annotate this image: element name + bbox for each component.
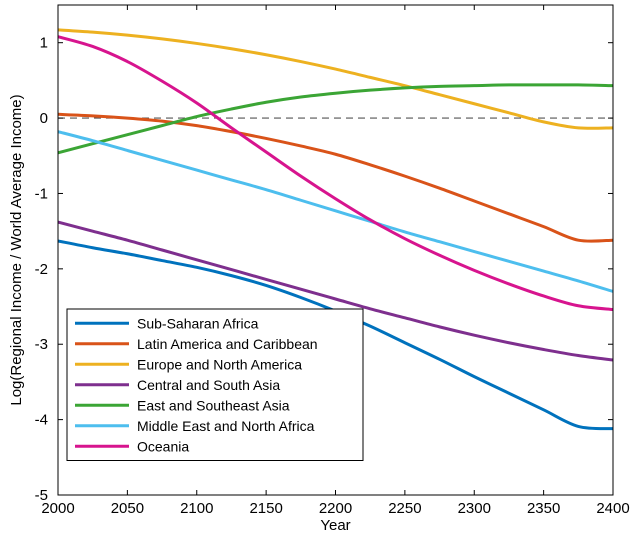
x-tick-label: 2050 xyxy=(111,500,144,517)
legend-item: Oceania xyxy=(75,438,189,454)
series-line-2 xyxy=(58,112,613,243)
x-tick-label: 2350 xyxy=(527,500,560,517)
legend-label: Central and South Asia xyxy=(137,377,280,393)
x-tick-label: 2100 xyxy=(180,500,213,517)
x-tick-label: 2300 xyxy=(458,500,491,517)
legend-label: Sub-Saharan Africa xyxy=(137,315,259,331)
legend-label: Europe and North America xyxy=(137,356,302,372)
series-line-7 xyxy=(58,35,613,312)
y-tick-label: -3 xyxy=(35,336,48,353)
y-tick-label: -1 xyxy=(35,185,48,202)
y-tick-label: 1 xyxy=(40,35,48,52)
x-tick-label: 2250 xyxy=(388,500,421,517)
legend-label: Latin America and Caribbean xyxy=(137,336,318,352)
x-tick-label: 2000 xyxy=(41,500,74,517)
legend-item: East and Southeast Asia xyxy=(75,397,290,413)
series-line-6 xyxy=(58,130,613,293)
series-line-3 xyxy=(58,28,613,130)
y-tick-label: -2 xyxy=(35,261,48,278)
y-axis-title: Log(Regional Income / World Average Inco… xyxy=(8,94,25,405)
legend-item: Europe and North America xyxy=(75,356,302,372)
y-tick-label: -4 xyxy=(35,412,48,429)
legend-item: Middle East and North Africa xyxy=(75,418,315,434)
legend-item: Latin America and Caribbean xyxy=(75,336,318,352)
legend-label: Oceania xyxy=(137,438,189,454)
x-tick-label: 2200 xyxy=(319,500,352,517)
x-tick-label: 2150 xyxy=(249,500,282,517)
y-tick-label: 0 xyxy=(40,110,48,127)
x-axis-title: Year xyxy=(320,517,350,534)
x-tick-label: 2400 xyxy=(596,500,629,517)
legend-label: East and Southeast Asia xyxy=(137,397,290,413)
legend-item: Sub-Saharan Africa xyxy=(75,315,259,331)
legend: Sub-Saharan Africa Latin America and Cari… xyxy=(66,308,364,461)
tick-layer: 2000 2050 2100 2150 2200 2250 2300 2350 2400 -5 -4… xyxy=(35,5,630,517)
y-tick-label: -5 xyxy=(35,487,48,504)
legend-item: Central and South Asia xyxy=(75,377,280,393)
legend-label: Middle East and North Africa xyxy=(137,418,315,434)
series-line-4 xyxy=(58,220,613,362)
series-line-5 xyxy=(58,83,613,155)
